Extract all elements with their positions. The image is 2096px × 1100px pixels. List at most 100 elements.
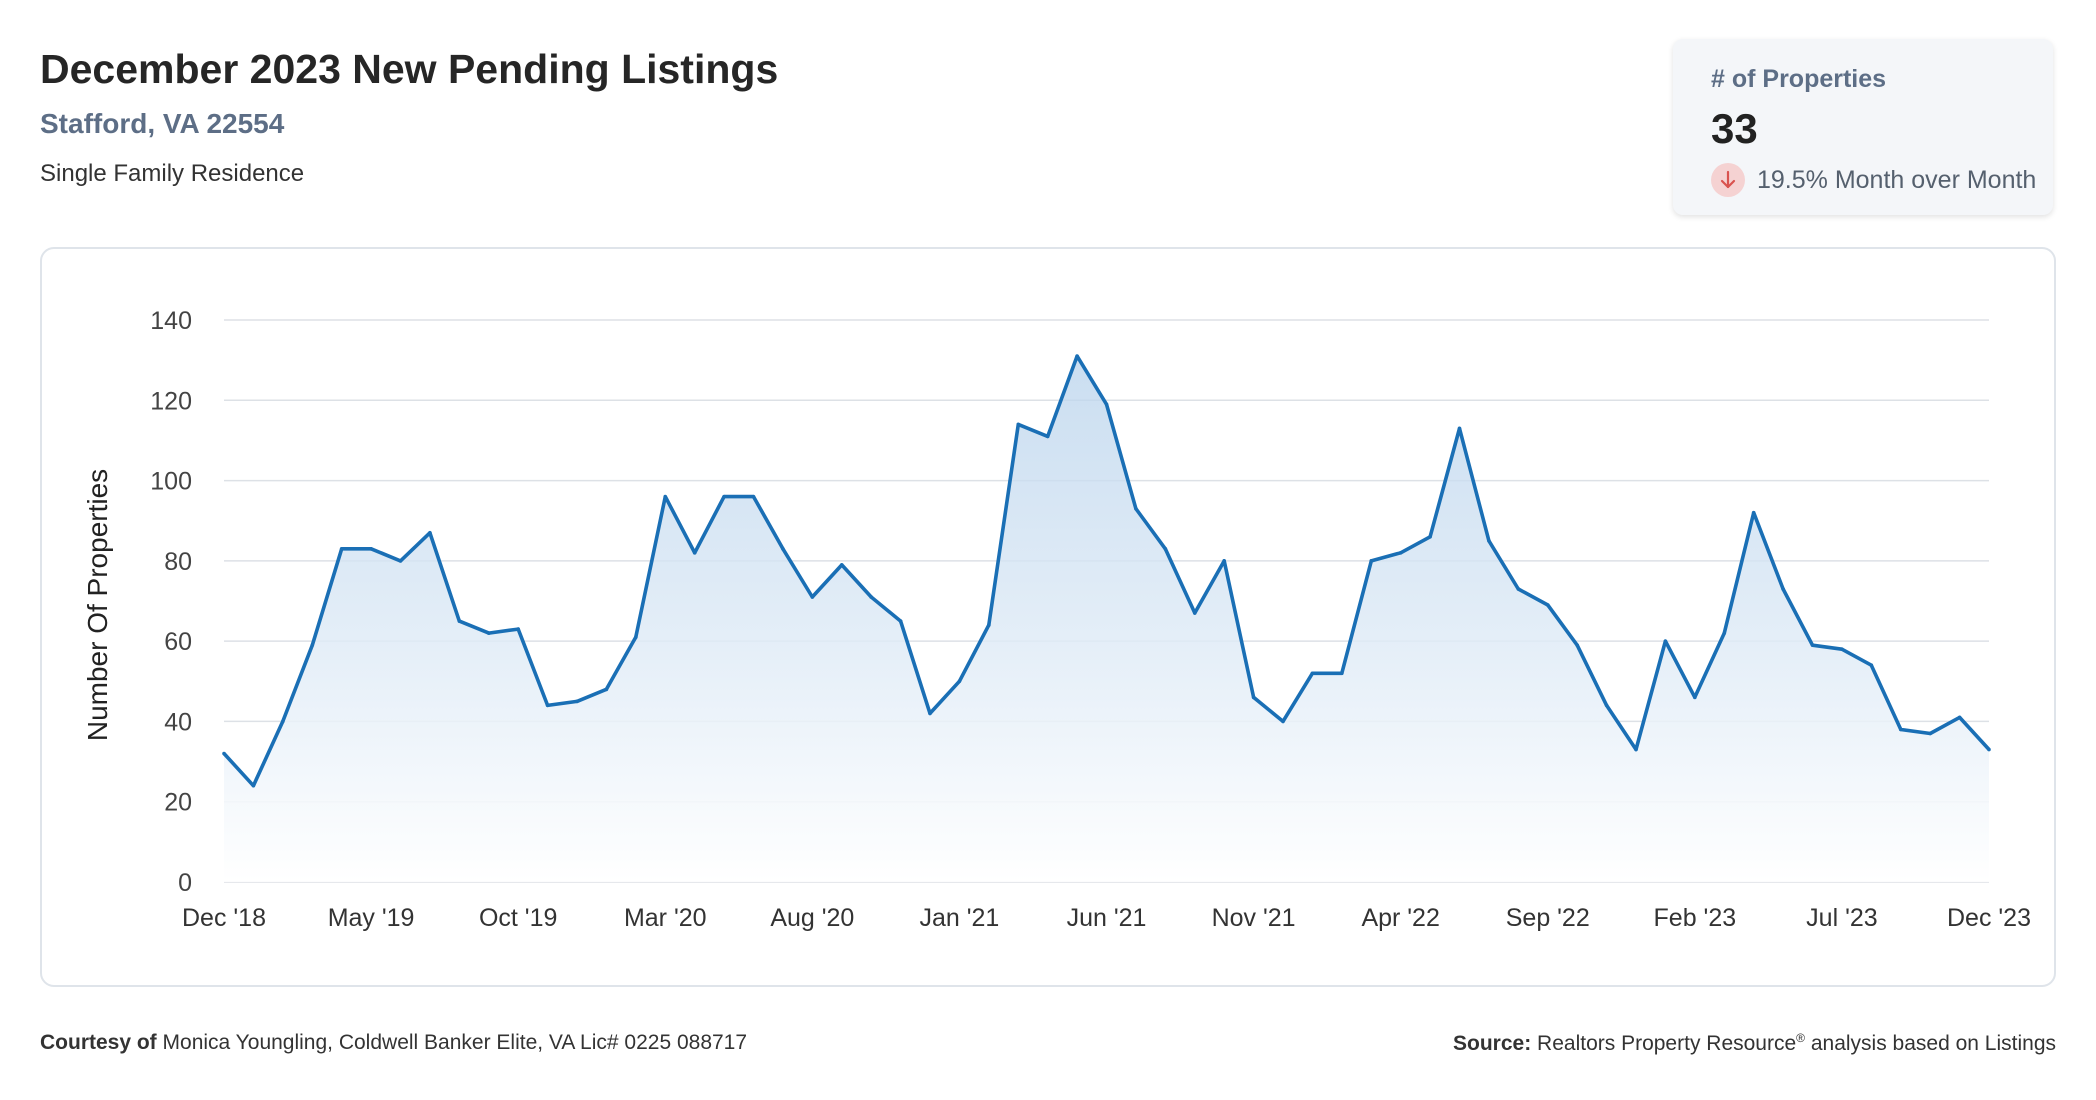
y-tick-label: 80: [164, 548, 192, 576]
data-point: [839, 563, 844, 567]
kpi-value: 33: [1711, 105, 1758, 152]
data-point: [1751, 510, 1756, 515]
data-point: [1281, 719, 1285, 724]
kpi-label: # of Properties: [1711, 65, 1887, 93]
courtesy-label: Courtesy of: [40, 1031, 157, 1054]
data-point: [1987, 747, 1991, 752]
data-point: [251, 783, 256, 788]
data-point: [692, 551, 697, 555]
data-point: [1398, 551, 1403, 555]
x-axis-ticks: Dec '18 May '19 Oct '19 Mar '20 Aug '20 Jan '…: [182, 904, 2031, 932]
data-point: [869, 595, 873, 599]
courtesy-footer: Courtesy of Monica Youngling, Coldwell B…: [40, 1031, 747, 1055]
courtesy-text: Monica Youngling, Coldwell Banker Elite,…: [162, 1031, 748, 1054]
chart-panel: 0 20 40 60 80 100 120 140 Dec '18 May '19 Oct '19…: [40, 247, 2056, 987]
x-tick-label: Dec '18: [182, 904, 266, 932]
data-point: [987, 623, 991, 627]
source-footer: Source: Realtors Property Resource® anal…: [1453, 1031, 2056, 1056]
data-point: [957, 679, 962, 684]
data-point: [1369, 559, 1374, 563]
data-point: [1575, 643, 1579, 647]
data-point: [898, 619, 903, 623]
data-point: [1457, 426, 1462, 431]
data-point: [428, 530, 432, 535]
data-point: [1045, 434, 1050, 439]
data-point: [928, 711, 932, 716]
y-tick-label: 40: [164, 708, 192, 736]
data-point: [1781, 587, 1785, 591]
y-axis-label: Number Of Properties: [82, 469, 113, 741]
data-point: [310, 643, 315, 647]
location-subtitle: Stafford, VA 22554: [40, 108, 285, 139]
series-area: [224, 356, 1989, 883]
data-point: [1134, 506, 1138, 511]
data-point: [1487, 538, 1491, 543]
data-point: [1957, 715, 1962, 720]
source-text: analysis based on Listings: [1810, 1032, 2056, 1055]
data-point: [1840, 647, 1844, 651]
data-point: [1222, 559, 1226, 563]
data-point: [1428, 534, 1432, 539]
data-point: [1192, 611, 1197, 615]
data-point: [516, 627, 520, 631]
data-point: [1604, 703, 1609, 708]
data-point: [545, 703, 550, 708]
x-tick-label: Jul '23: [1806, 904, 1877, 932]
data-point: [1516, 587, 1521, 591]
data-point: [1722, 631, 1727, 635]
data-point: [1928, 731, 1932, 736]
property-type-label: Single Family Residence: [40, 160, 305, 187]
x-tick-label: Dec '23: [1947, 904, 2031, 932]
y-tick-label: 100: [150, 468, 192, 496]
data-point: [339, 547, 344, 551]
data-point: [457, 619, 462, 623]
data-point: [398, 559, 403, 563]
data-point: [1693, 695, 1697, 700]
data-point: [1869, 663, 1874, 668]
x-tick-label: Oct '19: [479, 904, 557, 932]
x-tick-label: Apr '22: [1361, 904, 1439, 932]
data-point: [1075, 354, 1079, 358]
data-point: [222, 751, 226, 756]
data-point: [369, 547, 373, 551]
y-tick-label: 120: [150, 387, 192, 415]
data-points: [222, 354, 1991, 788]
page-title: December 2023 New Pending Listings: [40, 46, 779, 92]
kpi-card: # of Properties 33 19.5% Month over Mont…: [1673, 39, 2053, 215]
x-tick-label: Sep '22: [1506, 904, 1590, 932]
data-point: [781, 547, 785, 551]
source-label: Source:: [1453, 1032, 1532, 1055]
data-point: [722, 494, 726, 499]
arrow-down-icon: [1711, 163, 1745, 197]
kpi-change-text: 19.5% Month over Month: [1757, 165, 2037, 194]
data-point: [1016, 422, 1021, 427]
data-point: [604, 687, 609, 692]
data-point: [1634, 747, 1638, 752]
kpi-change: 19.5% Month over Month: [1711, 163, 2036, 197]
data-point: [575, 699, 579, 704]
y-tick-label: 60: [164, 628, 192, 656]
data-point: [1310, 671, 1315, 676]
data-point: [1163, 547, 1168, 551]
x-tick-label: May '19: [328, 904, 415, 932]
x-tick-label: Aug '20: [770, 904, 854, 932]
x-tick-label: Jun '21: [1067, 904, 1147, 932]
data-point: [1810, 643, 1815, 647]
data-point: [1251, 695, 1256, 700]
line-chart: 0 20 40 60 80 100 120 140 Dec '18 May '19 Oct '19…: [82, 307, 2031, 932]
y-tick-label: 0: [178, 869, 192, 897]
source-name: Realtors Property Resource: [1537, 1032, 1797, 1055]
x-tick-label: Nov '21: [1212, 904, 1296, 932]
data-point: [486, 631, 491, 635]
data-point: [1104, 402, 1109, 407]
data-point: [1340, 671, 1344, 676]
y-tick-label: 20: [164, 789, 192, 817]
data-point: [1545, 603, 1550, 607]
data-point: [1663, 639, 1668, 643]
registered-mark: ®: [1796, 1031, 1805, 1045]
x-tick-label: Feb '23: [1654, 904, 1737, 932]
data-point: [663, 494, 668, 499]
y-axis-ticks: 0 20 40 60 80 100 120 140: [150, 307, 192, 897]
x-tick-label: Mar '20: [624, 904, 707, 932]
x-tick-label: Jan '21: [919, 904, 999, 932]
